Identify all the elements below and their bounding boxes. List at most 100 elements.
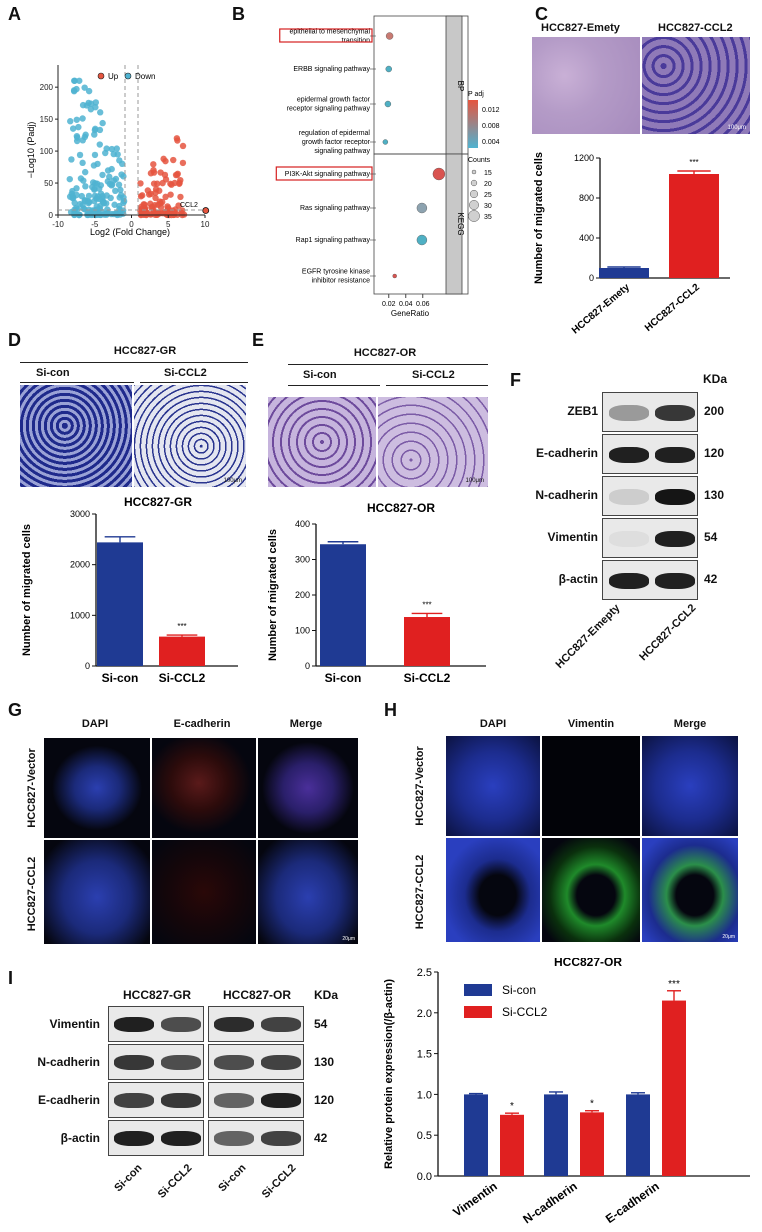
counts-legend-dot — [470, 179, 478, 187]
y-tick: 1.0 — [417, 1089, 432, 1101]
i-band — [114, 1017, 154, 1032]
facet-bp-label: BP — [456, 81, 465, 92]
volcano-point-down — [92, 180, 99, 187]
significance-marker: * — [590, 1099, 594, 1110]
padj-colorbar — [468, 100, 478, 148]
f-band — [609, 447, 649, 463]
padj-tick: 0.004 — [482, 139, 500, 146]
i-kda-value: 54 — [314, 1017, 328, 1031]
i-band — [261, 1055, 301, 1070]
h-col-dapi: DAPI — [479, 718, 507, 730]
y-tick: 800 — [579, 193, 594, 203]
g-dapi-vector — [44, 738, 150, 838]
volcano-point-down — [100, 200, 108, 207]
i-band — [114, 1055, 154, 1070]
volcano-point-down — [76, 77, 83, 84]
term-point — [385, 65, 392, 73]
f-protein-label: N-cadherin — [535, 488, 598, 502]
i-blot-strip — [108, 1120, 204, 1156]
term-point — [384, 100, 392, 108]
panel-label-b: B — [232, 4, 245, 24]
volcano-point-down — [106, 173, 113, 181]
volcano-point-up — [176, 180, 183, 187]
f-blot-strip — [602, 476, 698, 516]
x-tick: E-cadherin — [603, 1179, 662, 1226]
x-tick: Si-con — [325, 671, 362, 685]
c-micrograph-ccl2: 100μm — [642, 37, 750, 134]
legend-swatch — [464, 1006, 492, 1018]
panel-label-d: D — [8, 330, 21, 350]
volcano-point-down — [79, 159, 86, 167]
volcano-point-down — [112, 187, 119, 195]
i-band — [214, 1017, 254, 1032]
volcano-point-down — [73, 137, 81, 145]
volcano-point-down — [85, 199, 92, 207]
g-col-merge: Merge — [289, 718, 323, 730]
volcano-point-down — [69, 194, 76, 202]
g-merge-vector — [258, 738, 358, 838]
volcano-point-down — [87, 100, 95, 107]
term-point — [382, 139, 389, 145]
i-lane-label: Si-con — [216, 1162, 249, 1195]
c-micrograph-empty — [532, 37, 640, 134]
e-bar-chart: 0 100 200 300 400 Si-con Si-CCL2 *** Number of m… — [267, 501, 486, 685]
counts-legend-dot — [469, 200, 479, 210]
i-band — [261, 1017, 301, 1032]
padj-title: P adj — [468, 91, 484, 98]
d-label-siccl2: Si-CCL2 — [164, 367, 207, 379]
volcano-point-down — [76, 200, 84, 208]
significance-marker: *** — [422, 600, 431, 609]
volcano-xtick: -5 — [91, 220, 99, 229]
volcano-point-down — [101, 211, 108, 218]
volcano-point-down — [96, 126, 104, 134]
volcano-point-down — [80, 205, 87, 212]
volcano-point-up — [140, 201, 147, 208]
c-scale-bar: 100μm — [727, 125, 746, 131]
term-label: epithelial to mesenchymal — [289, 29, 370, 36]
f-band — [655, 573, 695, 589]
legend-label: Si-con — [502, 983, 536, 997]
g-ecad-vector — [152, 738, 256, 838]
term-label: growth factor receptor — [302, 139, 371, 146]
i-band — [261, 1093, 301, 1108]
bar — [626, 1094, 650, 1176]
volcano-point-down — [73, 85, 80, 93]
volcano-point-down — [112, 175, 120, 183]
counts-legend-dot — [468, 210, 480, 222]
bar — [669, 174, 719, 278]
term-point — [385, 32, 394, 40]
i-protein-label: β-actin — [60, 1131, 100, 1145]
volcano-point-down — [97, 109, 104, 116]
padj-tick: 0.012 — [482, 107, 500, 114]
f-band — [655, 531, 695, 547]
volcano-point-down — [85, 192, 93, 200]
i-band — [161, 1055, 201, 1070]
enrichment-dotplot: BP KEGG epithelial to mesenchymal transit… — [275, 15, 500, 318]
y-tick: 1000 — [70, 610, 90, 620]
e-scale-bar: 100μm — [465, 478, 484, 484]
counts-legend-dot — [469, 189, 479, 199]
y-tick: 3000 — [70, 509, 90, 519]
x-tick: Si-CCL2 — [404, 671, 451, 685]
volcano-point-down — [110, 150, 117, 158]
volcano-point-up — [150, 169, 158, 176]
i-protein-label: Vimentin — [49, 1017, 100, 1031]
significance-marker: * — [510, 1101, 514, 1112]
h-row-ccl2: HCC827-CCL2 — [414, 854, 426, 930]
x-tick: HCC827-CCL2 — [643, 282, 702, 334]
y-axis-label: Number of migrated cells — [533, 152, 545, 284]
e-group-title: HCC827-OR — [353, 347, 417, 359]
panel-label-g: G — [8, 700, 23, 720]
ccl2-gene-label: CCL2 — [180, 202, 198, 209]
h-merge-ccl2: 20μm — [642, 838, 738, 942]
volcano-point-down — [116, 157, 123, 164]
f-protein-label: E-cadherin — [535, 446, 598, 460]
y-tick: 0 — [305, 661, 310, 671]
i-group-gr: HCC827-GR — [122, 988, 191, 1002]
y-tick: 100 — [295, 626, 310, 636]
volcano-point-down — [93, 203, 100, 210]
volcano-point-down — [81, 84, 88, 91]
y-tick: 2.0 — [417, 1008, 432, 1020]
y-tick: 1.5 — [417, 1049, 432, 1061]
h-row-vector: HCC827-Vector — [414, 746, 426, 826]
